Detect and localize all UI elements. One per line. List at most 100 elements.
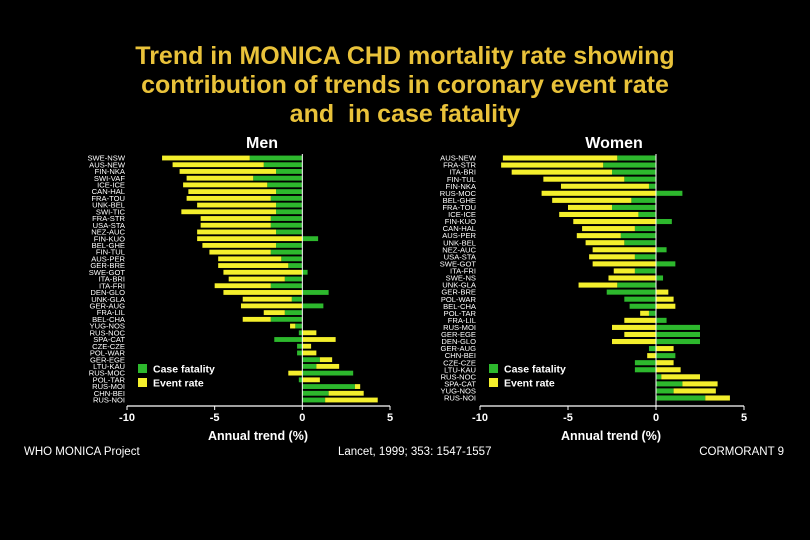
women-case-fatality-bar [656,374,662,380]
men-case-fatality-bar [302,384,355,389]
men-case-fatality-bar [270,195,303,201]
men-event-rate-bar [223,290,303,295]
men-event-rate-bar [354,384,361,389]
women-case-fatality-bar [603,162,656,168]
men-case-fatality-bar [284,310,303,316]
men-case-fatality-bar [302,397,326,403]
women-case-fatality-bar [624,176,656,182]
women-category-label: RUS-MOI [443,323,476,332]
men-category-label: FIN-KUO [94,234,125,243]
women-event-rate-bar [592,247,656,253]
women-case-fatality-bar [634,360,656,366]
women-event-rate-bar [613,268,635,274]
men-case-fatality-bar [270,222,303,228]
men-event-rate-bar [223,269,303,275]
men-category-label: ICE-ICE [97,180,125,189]
men-case-fatality-bar [274,337,303,342]
men-x-tick-label: 0 [299,412,305,424]
men-category-label: FRA-TOU [91,194,125,203]
men-case-fatality-bar [302,269,308,275]
women-case-fatality-bar [656,395,706,401]
title-line-2: contribution of trends in coronary event… [141,71,669,99]
women-case-fatality-bar [624,296,656,302]
women-x-tick-label: -5 [563,412,573,424]
men-event-rate-bar [328,390,364,396]
women-category-label: FRA-LIL [448,316,476,325]
women-case-fatality-bar [612,169,656,175]
men-case-fatality-bar [270,249,303,255]
women-x-tick-label: 0 [653,412,659,424]
men-event-rate-bar [200,222,271,228]
women-case-fatality-bar [634,226,656,232]
women-event-rate-bar [568,204,612,210]
men-case-fatality-bar [276,242,303,248]
men-case-fatality-bar [297,350,303,356]
men-event-rate-bar [188,189,277,195]
women-case-fatality-bar [648,346,656,352]
men-case-fatality-bar [281,256,303,262]
women-event-rate-bar [541,190,656,196]
women-event-rate-bar [647,353,656,359]
men-case-fatality-bar [298,330,303,336]
women-category-label: UNK-BEL [443,238,476,247]
men-event-rate-bar [288,370,303,376]
women-x-axis-label: Annual trend (%) [561,429,661,443]
men-event-rate-bar [302,343,312,349]
men-case-fatality-bar [253,175,303,181]
men-event-rate-bar [172,162,264,168]
men-category-label: BEL-GHE [92,241,125,250]
women-category-label: AUS-PER [442,231,476,240]
women-event-rate-bar [608,275,656,281]
men-category-label: GER-AUG [90,301,126,310]
women-category-label: BEL-GHE [443,196,476,205]
men-category-label: UNK-BEL [92,201,125,210]
women-event-rate-bar [656,367,681,373]
women-event-rate-bar [585,240,625,246]
women-event-rate-bar [661,374,700,380]
men-event-rate-bar [179,169,277,174]
women-category-label: AUS-NEW [440,154,477,163]
women-category-label: FIN-KUO [445,217,476,226]
women-category-label: LTU-KAU [444,365,476,374]
women-event-rate-bar [656,296,674,302]
men-event-rate-bar [209,249,271,255]
men-category-label: RUS-NOC [90,328,126,337]
men-legend-case-fatality-label: Case fatality [153,364,215,376]
men-event-rate-bar [186,195,271,201]
men-x-tick-label: -5 [210,412,220,424]
women-event-rate-bar [511,169,612,175]
women-event-rate-bar [576,233,621,239]
men-category-label: CZE-CZE [92,342,125,351]
women-case-fatality-bar [656,275,664,281]
women-category-label: ICE-ICE [448,210,476,219]
men-case-fatality-bar [291,296,303,302]
women-event-rate-bar [612,324,656,330]
men-category-label: POL-WAR [90,349,126,358]
men-category-label: SWE-NSW [87,154,125,163]
women-case-fatality-bar [656,338,700,345]
women-category-label: SWE-NS [446,274,476,283]
women-case-fatality-bar [606,289,656,295]
women-category-label: USA-STA [444,252,477,261]
men-event-rate-bar [302,377,320,383]
men-category-label: FIN-NKA [95,167,126,176]
men-category-label: CHN-BEI [94,389,125,398]
men-category-label: RUS-MOI [92,382,125,391]
men-case-fatality-bar [302,290,329,295]
men-event-rate-bar [325,397,378,403]
men-category-label: ITA-FRI [99,281,125,290]
men-event-rate-bar [316,363,340,369]
women-case-fatality-bar [656,381,683,387]
men-event-rate-bar [200,216,271,221]
men-case-fatality-bar [276,202,303,208]
men-event-rate-bar [183,182,268,188]
women-category-label: FIN-TUL [447,175,476,184]
women-case-fatality-bar [638,211,656,218]
slide-title: Trend in MONICA CHD mortality rate showi… [0,42,810,129]
men-case-fatality-bar [297,343,303,349]
women-case-fatality-bar [634,254,656,260]
women-event-rate-bar [624,331,656,338]
men-event-rate-bar [186,175,254,181]
women-event-rate-bar [502,155,618,161]
